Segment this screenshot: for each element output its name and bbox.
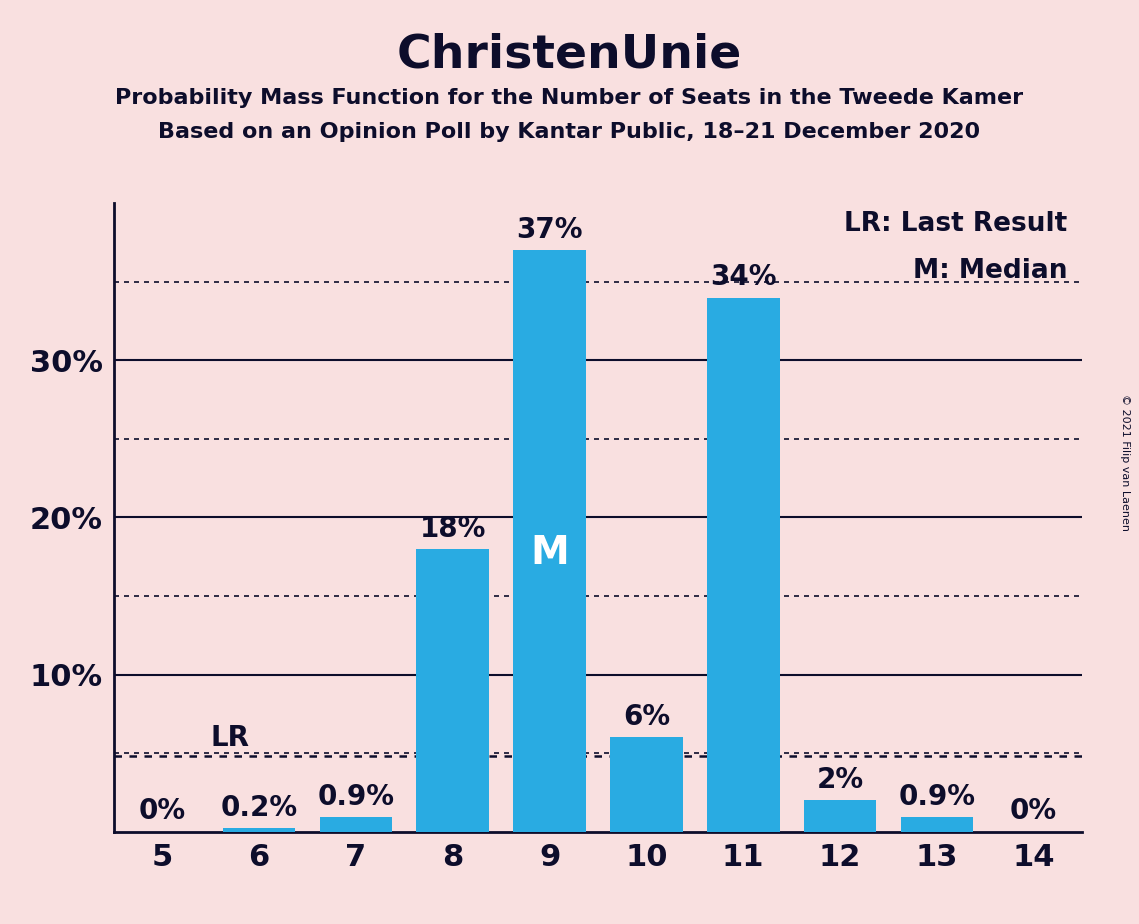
Text: M: Median: M: Median xyxy=(913,258,1067,285)
Bar xyxy=(707,298,779,832)
Text: 6%: 6% xyxy=(623,703,670,731)
Text: 0.9%: 0.9% xyxy=(318,784,394,811)
Bar xyxy=(320,818,392,832)
Text: M: M xyxy=(530,534,570,572)
Text: 0.2%: 0.2% xyxy=(221,794,297,822)
Text: 2%: 2% xyxy=(817,766,863,794)
Bar xyxy=(514,250,585,832)
Text: 18%: 18% xyxy=(419,515,486,542)
Text: 34%: 34% xyxy=(710,263,777,291)
Text: LR: LR xyxy=(211,724,249,752)
Text: 0.9%: 0.9% xyxy=(899,784,975,811)
Bar xyxy=(223,829,295,832)
Bar xyxy=(804,800,876,832)
Text: LR: Last Result: LR: Last Result xyxy=(844,211,1067,237)
Text: Based on an Opinion Poll by Kantar Public, 18–21 December 2020: Based on an Opinion Poll by Kantar Publi… xyxy=(158,122,981,142)
Bar xyxy=(417,549,489,832)
Text: 0%: 0% xyxy=(139,797,186,825)
Bar xyxy=(611,737,682,832)
Text: ChristenUnie: ChristenUnie xyxy=(396,32,743,78)
Bar xyxy=(901,818,973,832)
Text: Probability Mass Function for the Number of Seats in the Tweede Kamer: Probability Mass Function for the Number… xyxy=(115,88,1024,108)
Text: © 2021 Filip van Laenen: © 2021 Filip van Laenen xyxy=(1121,394,1130,530)
Text: 37%: 37% xyxy=(516,216,583,244)
Text: 0%: 0% xyxy=(1010,797,1057,825)
